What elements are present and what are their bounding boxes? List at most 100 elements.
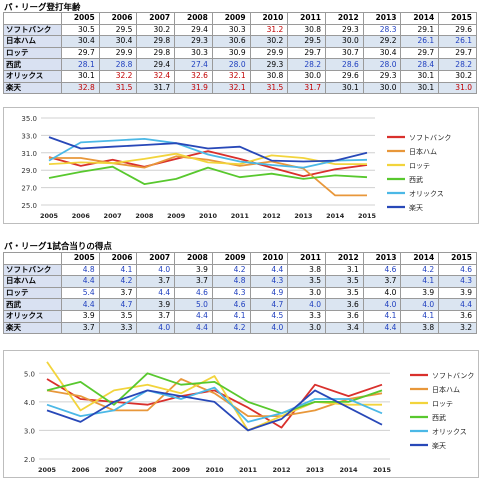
value-cell: 4.1 xyxy=(211,309,251,323)
team-name: 日本ハム xyxy=(3,35,62,48)
value-cell: 30.9 xyxy=(211,46,251,60)
value-cell: 4.8 xyxy=(61,263,100,277)
year-header: 2014 xyxy=(400,252,440,265)
year-header: 2010 xyxy=(249,252,289,265)
legend-label: 楽天 xyxy=(432,441,446,450)
value-cell: 4.4 xyxy=(61,298,100,311)
value-cell: 3.2 xyxy=(438,321,477,335)
value-cell: 5.4 xyxy=(61,286,100,300)
value-cell: 3.9 xyxy=(174,263,213,277)
value-cell: 3.5 xyxy=(287,275,327,288)
series-line xyxy=(46,389,383,432)
value-cell: 30.7 xyxy=(325,46,364,60)
value-cell: 30.8 xyxy=(249,69,289,83)
value-cell: 28.2 xyxy=(438,58,477,71)
x-tick-label: 2011 xyxy=(231,212,250,220)
x-tick-label: 2007 xyxy=(104,212,122,220)
value-cell: 29.7 xyxy=(287,46,327,60)
value-cell: 4.3 xyxy=(249,275,289,288)
value-cell: 32.1 xyxy=(211,81,251,95)
year-header: 2012 xyxy=(325,12,364,25)
value-cell: 32.8 xyxy=(61,81,100,95)
year-header: 2006 xyxy=(98,252,138,265)
value-cell: 28.0 xyxy=(211,58,251,71)
value-cell: 28.6 xyxy=(325,58,364,71)
value-cell: 3.7 xyxy=(61,321,100,335)
header-corner xyxy=(3,252,62,265)
value-cell: 5.0 xyxy=(174,298,213,311)
year-header: 2008 xyxy=(174,12,213,25)
x-tick-label: 2006 xyxy=(71,466,90,474)
value-cell: 30.2 xyxy=(249,35,289,48)
table-row: 楽天 3.7 3.3 4.0 4.4 4.2 4.0 3.0 3.4 4.4 3.8 3.2 xyxy=(3,321,477,335)
y-tick-label: 2.0 xyxy=(24,456,35,464)
value-cell: 31.5 xyxy=(98,81,138,95)
value-cell: 31.2 xyxy=(249,23,289,37)
value-cell: 32.4 xyxy=(136,69,176,83)
value-cell: 4.4 xyxy=(174,321,213,335)
x-tick-label: 2005 xyxy=(38,466,57,474)
value-cell: 30.6 xyxy=(211,35,251,48)
age-chart: 25.0 27.0 29.0 31.0 33.0 35.0 2005 2006 2007 2008… xyxy=(3,107,479,224)
x-tick-label: 2013 xyxy=(306,466,324,474)
legend-label: 日本ハム xyxy=(432,385,460,394)
y-tick-label: 5.0 xyxy=(24,370,35,378)
value-cell: 4.2 xyxy=(211,263,251,277)
value-cell: 30.5 xyxy=(61,23,100,37)
value-cell: 29.1 xyxy=(400,23,440,37)
value-cell: 3.5 xyxy=(325,275,364,288)
value-cell: 3.8 xyxy=(400,321,440,335)
series-line xyxy=(46,372,383,415)
value-cell: 4.2 xyxy=(98,275,138,288)
y-tick-label: 25.0 xyxy=(21,202,37,210)
value-cell: 4.0 xyxy=(249,321,289,335)
value-cell: 28.0 xyxy=(362,58,402,71)
value-cell: 30.2 xyxy=(136,23,176,37)
legend-label: ロッテ xyxy=(432,400,453,408)
value-cell: 29.7 xyxy=(400,46,440,60)
x-tick-label: 2005 xyxy=(40,212,59,220)
value-cell: 29.7 xyxy=(438,46,477,60)
y-tick-label: 33.0 xyxy=(21,132,37,140)
legend-label: 西武 xyxy=(409,175,423,184)
value-cell: 4.8 xyxy=(211,275,251,288)
x-tick-label: 2006 xyxy=(72,212,91,220)
table2-title: パ・リーグ1試合当りの得点 xyxy=(4,242,112,252)
value-cell: 3.7 xyxy=(98,286,138,300)
table-row: 日本ハム 30.4 30.4 29.8 29.3 30.6 30.2 29.5 30.0 29.2… xyxy=(3,35,477,48)
year-header: 2005 xyxy=(61,12,100,25)
value-cell: 3.3 xyxy=(98,321,138,335)
value-cell: 30.1 xyxy=(61,69,100,83)
value-cell: 4.6 xyxy=(438,263,477,277)
value-cell: 30.1 xyxy=(400,81,440,95)
value-cell: 4.4 xyxy=(61,275,100,288)
year-header: 2014 xyxy=(400,12,440,25)
y-tick-label: 27.0 xyxy=(21,185,37,193)
y-tick-label: 3.0 xyxy=(24,427,35,435)
team-name: ロッテ xyxy=(3,46,62,60)
age-chart-svg: 25.0 27.0 29.0 31.0 33.0 35.0 2005 2006 2007 2008… xyxy=(21,115,451,220)
year-header: 2010 xyxy=(249,12,289,25)
year-header: 2007 xyxy=(136,252,176,265)
value-cell: 4.7 xyxy=(98,298,138,311)
x-tick-label: 2009 xyxy=(167,212,186,220)
x-tick-label: 2013 xyxy=(294,212,312,220)
value-cell: 31.0 xyxy=(438,81,477,95)
value-cell: 3.9 xyxy=(136,298,176,311)
value-cell: 4.2 xyxy=(211,321,251,335)
x-tick-label: 2010 xyxy=(199,212,218,220)
year-header: 2015 xyxy=(438,252,477,265)
value-cell: 29.5 xyxy=(98,23,138,37)
table-row: オリックス 30.1 32.2 32.4 32.6 32.1 30.8 30.0 29.6 29.… xyxy=(3,69,477,83)
year-header: 2005 xyxy=(61,252,100,265)
value-cell: 4.0 xyxy=(136,321,176,335)
table-row: ソフトバンク 4.8 4.1 4.0 3.9 4.2 4.4 3.8 3.1 4.6 4.2 4.6 xyxy=(3,263,477,277)
value-cell: 3.4 xyxy=(325,321,364,335)
value-cell: 29.8 xyxy=(136,35,176,48)
value-cell: 3.3 xyxy=(287,309,327,323)
year-header: 2009 xyxy=(211,252,251,265)
value-cell: 30.3 xyxy=(174,46,213,60)
value-cell: 29.3 xyxy=(174,35,213,48)
value-cell: 29.9 xyxy=(98,46,138,60)
value-cell: 4.3 xyxy=(211,286,251,300)
